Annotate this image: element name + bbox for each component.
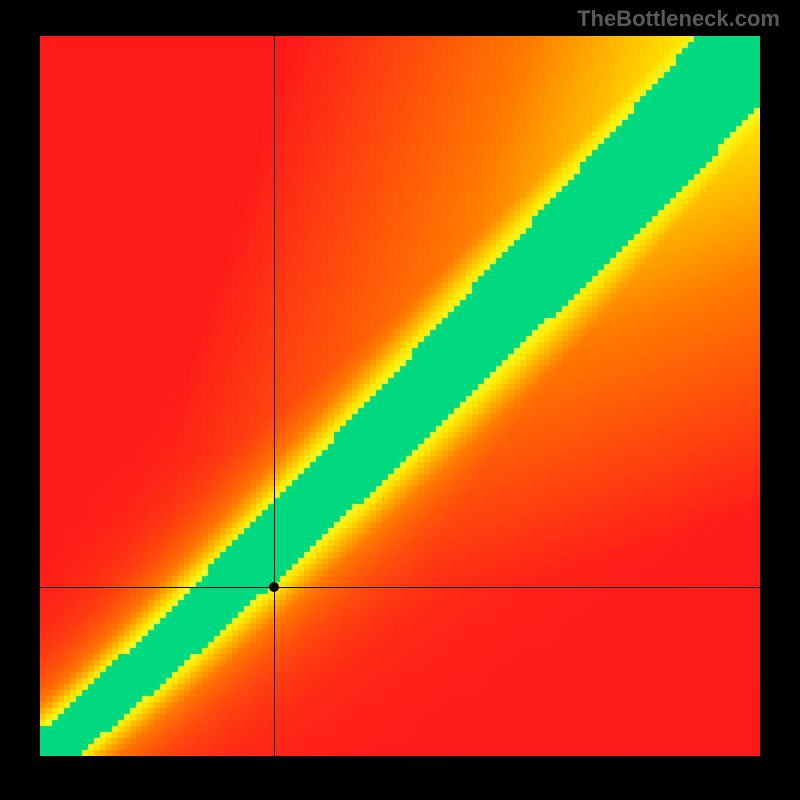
- heatmap-canvas: [40, 36, 760, 756]
- crosshair-horizontal: [40, 587, 760, 588]
- plot-area: [40, 36, 760, 756]
- crosshair-vertical: [274, 36, 275, 756]
- crosshair-marker: [269, 582, 279, 592]
- watermark-text: TheBottleneck.com: [577, 6, 780, 32]
